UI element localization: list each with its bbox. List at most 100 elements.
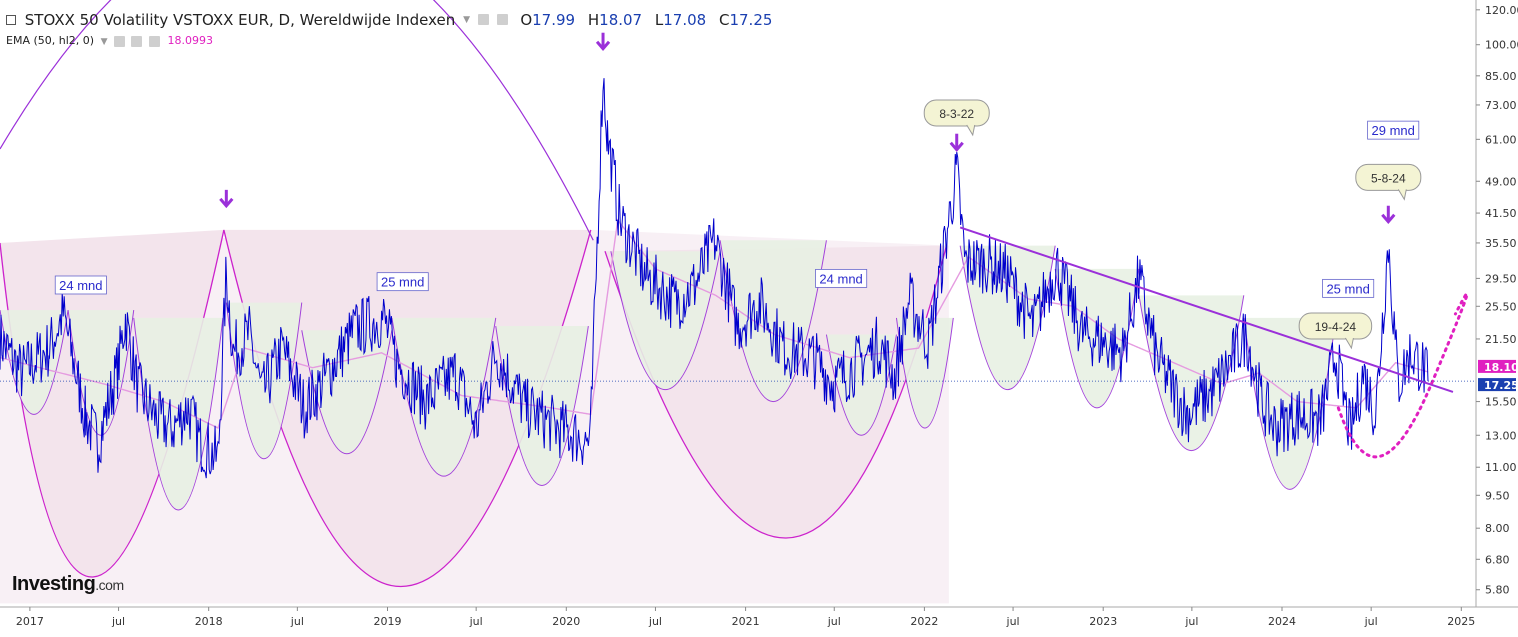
label-box-3: [815, 268, 868, 288]
y-tick-label-100.00: 100.00: [1485, 39, 1518, 52]
high-value: 18.07: [599, 10, 643, 29]
y-tick-label-5.80: 5.80: [1485, 584, 1510, 597]
x-tick-label-17: 2025: [1447, 615, 1475, 628]
cycle-arc-11: [895, 317, 954, 429]
x-tick-label-12: jul: [1006, 615, 1020, 628]
x-tick-label-3: 2018: [195, 615, 223, 628]
peak-arrow-icon-4: [1381, 205, 1396, 225]
x-tick-label-13: 2023: [1089, 615, 1117, 628]
peak-arrow-head: [595, 40, 611, 52]
price-line: [0, 78, 1429, 479]
x-tick-label-4: jul: [290, 615, 304, 628]
indicator-close-icon[interactable]: [148, 35, 160, 47]
symbol-title[interactable]: STOXX 50 Volatility VSTOXX EUR, D, Werel…: [24, 10, 456, 29]
y-tick-label-49.00: 49.00: [1485, 175, 1517, 188]
indicator-eye-icon[interactable]: [113, 35, 125, 47]
x-tick-label-5: 2019: [373, 615, 401, 628]
cycle-label-7: 25 mnd: [1326, 281, 1369, 296]
x-tick-label-2: jul: [111, 615, 125, 628]
callout-label-4: 8-3-22: [939, 107, 974, 121]
y-tick-label-61.00: 61.00: [1485, 133, 1517, 146]
x-tick-label-14: jul: [1184, 615, 1198, 628]
high-label: H: [587, 10, 600, 29]
callout-label-6: 5-8-24: [1371, 171, 1406, 185]
cycle-label-1: 24 mnd: [59, 278, 102, 293]
x-tick-label-16: jul: [1364, 615, 1378, 628]
callout-bubble-6: [1355, 163, 1422, 191]
callout-tail-8: [1344, 337, 1354, 350]
y-tick-label-85.00: 85.00: [1485, 70, 1517, 83]
low-value: 17.08: [663, 10, 707, 29]
x-tick-label-11: 2022: [910, 615, 938, 628]
x-tick-label-8: jul: [648, 615, 662, 628]
bottom-axis-panel: [0, 607, 1518, 637]
label-box-1: [54, 275, 107, 295]
ema-line: [0, 218, 1429, 430]
y-tick-label-11.00: 11.00: [1485, 461, 1517, 474]
large-arch-curve: [0, 0, 594, 241]
y-tick-label-13.00: 13.00: [1485, 429, 1517, 442]
x-tick-label-6: jul: [469, 615, 483, 628]
callout-label-8: 19-4-24: [1315, 320, 1357, 334]
price-tag-1: [1478, 359, 1516, 373]
investing-logo: Investing.com: [12, 573, 124, 596]
chart-header: STOXX 50 Volatility VSTOXX EUR, D, Werel…: [6, 10, 772, 29]
peak-arrow-head: [219, 197, 234, 209]
price-tag-label-1: 18.10: [1484, 361, 1518, 374]
y-tick-label-21.50: 21.50: [1485, 333, 1517, 346]
label-box-5: [1367, 120, 1420, 140]
x-tick-label-7: 2020: [552, 615, 580, 628]
open-label: O: [520, 10, 533, 29]
x-tick-label-9: 2021: [732, 615, 760, 628]
label-box-7: [1322, 278, 1375, 298]
y-tick-label-73.00: 73.00: [1485, 99, 1517, 112]
collapse-toggle-icon[interactable]: [6, 14, 16, 25]
indicator-dropdown-icon[interactable]: ▼: [100, 37, 108, 47]
indicator-value: 18.0993: [167, 34, 213, 47]
y-tick-label-6.80: 6.80: [1485, 553, 1510, 566]
title-dropdown-icon[interactable]: ▼: [463, 14, 470, 25]
callout-bubble-8: [1298, 312, 1373, 340]
cycle-arc-14: [1138, 295, 1245, 452]
indicator-legend: EMA (50, hl2, 0) ▼ 18.0993: [6, 34, 213, 47]
price-tag-label-2: 17.25: [1484, 379, 1518, 392]
peak-arrow-icon-1: [219, 189, 234, 209]
peak-arrow-icon-3: [949, 133, 964, 153]
y-tick-label-35.50: 35.50: [1485, 237, 1517, 250]
y-tick-label-9.50: 9.50: [1485, 489, 1510, 502]
peak-arrow-icon-2: [595, 32, 611, 52]
price-tag-2: [1478, 378, 1516, 392]
descending-trendline: [959, 226, 1454, 393]
low-label: L: [654, 10, 664, 29]
indicator-name[interactable]: EMA (50, hl2, 0): [6, 34, 95, 47]
projection-dotted-curve: [1336, 292, 1469, 459]
callout-tail-4: [966, 124, 976, 137]
logo-suffix: .com: [95, 577, 124, 593]
label-box-2: [376, 272, 429, 292]
open-value: 17.99: [532, 10, 576, 29]
x-tick-label-15: 2024: [1268, 615, 1296, 628]
settings-icon[interactable]: [496, 14, 508, 25]
cycle-arc-12: [959, 245, 1056, 390]
peak-arrow-head: [1381, 213, 1396, 225]
cycle-label-2: 25 mnd: [381, 275, 424, 290]
y-tick-label-41.50: 41.50: [1485, 207, 1517, 220]
callout-tail-6: [1397, 189, 1407, 201]
cycle-label-3: 24 mnd: [819, 271, 862, 286]
y-tick-label-15.50: 15.50: [1485, 396, 1517, 409]
y-tick-label-8.00: 8.00: [1485, 522, 1510, 535]
right-axis-panel: [1476, 0, 1518, 637]
close-value: 17.25: [729, 10, 773, 29]
logo-text: Investing: [12, 573, 96, 595]
y-tick-label-29.50: 29.50: [1485, 272, 1517, 285]
y-tick-label-120.00: 120.00: [1485, 4, 1518, 17]
callout-bubble-4: [923, 99, 990, 127]
cycle-label-5: 29 mnd: [1372, 123, 1415, 138]
x-tick-label-1: 2017: [16, 615, 44, 628]
eye-icon[interactable]: [477, 14, 489, 25]
indicator-settings-icon[interactable]: [131, 35, 143, 47]
x-tick-label-10: jul: [827, 615, 841, 628]
close-label: C: [718, 10, 730, 29]
peak-arrow-head: [949, 141, 964, 153]
